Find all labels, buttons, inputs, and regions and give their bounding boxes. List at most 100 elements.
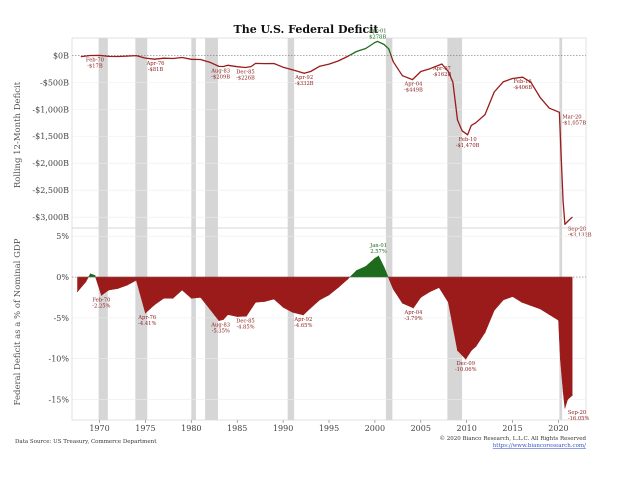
data-point xyxy=(273,63,275,65)
data-point xyxy=(227,314,229,316)
annotation-date: Apr-04 xyxy=(403,310,423,316)
y-tick-label-bottom: -10% xyxy=(49,355,70,364)
data-point xyxy=(558,319,559,321)
deficit-line-segment xyxy=(390,55,573,225)
deficit-area-segment xyxy=(387,276,573,409)
annotation-value: -4.65% xyxy=(294,323,312,329)
annotation-date: Apr-76 xyxy=(146,61,165,67)
x-tick-label: 1985 xyxy=(227,424,247,433)
recession-band-1 xyxy=(135,228,148,420)
data-point xyxy=(108,55,110,57)
annotation-date: Jan-01 xyxy=(369,243,387,249)
data-point xyxy=(429,291,431,293)
annotation-date: Aug-83 xyxy=(210,323,230,329)
data-point xyxy=(564,407,566,409)
data-point xyxy=(530,305,532,307)
annotation-value: -$406B xyxy=(513,85,532,91)
data-point xyxy=(512,296,513,298)
recession-band-1 xyxy=(135,38,148,228)
data-point xyxy=(236,316,238,318)
x-tick-label: 1975 xyxy=(135,424,155,433)
data-point xyxy=(89,55,91,57)
data-point xyxy=(218,320,220,322)
data-point xyxy=(255,301,256,303)
annotation-date: Apr-01 xyxy=(368,28,387,34)
data-point xyxy=(209,308,211,310)
data-point xyxy=(378,255,379,257)
annotation-value: -3.79% xyxy=(404,316,422,322)
data-point xyxy=(89,273,91,275)
y-ticks-top: $0B -$500B -$1,000B -$1,500B -$2,000B -$2,500… xyxy=(32,51,69,222)
data-point xyxy=(154,304,156,306)
data-point xyxy=(346,55,348,57)
data-point xyxy=(420,297,422,298)
data-point xyxy=(222,66,224,67)
data-point xyxy=(80,56,82,58)
data-point xyxy=(413,307,414,309)
annotation-date: Feb-70 xyxy=(92,297,110,303)
annotation-date: Dec-85 xyxy=(236,319,255,325)
data-point xyxy=(457,350,458,351)
data-point xyxy=(484,332,486,333)
data-point xyxy=(77,291,78,293)
x-tick-label: 2000 xyxy=(365,424,385,433)
data-point xyxy=(438,287,440,289)
gridlines-top xyxy=(72,81,586,218)
data-point xyxy=(227,64,229,66)
x-tick-label: 2015 xyxy=(502,424,522,433)
recession-band-0 xyxy=(98,38,108,228)
data-point xyxy=(392,288,394,290)
data-point xyxy=(470,350,472,351)
data-point xyxy=(447,70,449,72)
annotation-value: -$226B xyxy=(236,75,255,81)
annotation-date: Apr-07 xyxy=(432,66,451,72)
y-tick-label-top: -$500B xyxy=(40,78,69,87)
data-point xyxy=(302,314,304,316)
copyright-note: © 2020 Bianco Research, L.L.C. All Right… xyxy=(439,435,586,442)
data-point xyxy=(452,81,454,83)
data-point xyxy=(564,223,566,225)
data-point xyxy=(273,298,275,300)
data-point xyxy=(190,58,192,60)
deficit-gdp-panel: 5% 0% -5% -10% -15% 1970 1975 1980 1985 1990 1995… xyxy=(13,227,589,433)
data-point xyxy=(163,57,165,59)
data-point xyxy=(99,54,101,56)
recession-band-2 xyxy=(191,228,196,420)
data-point xyxy=(558,111,560,113)
annotation-date: Sep-20 xyxy=(568,226,586,232)
data-point xyxy=(94,274,96,276)
data-point xyxy=(539,96,541,98)
annotation-value: -$209B xyxy=(211,75,230,81)
y-axis-label-top: Rolling 12-Month Deficit xyxy=(13,81,23,188)
data-point xyxy=(218,65,220,67)
data-point xyxy=(85,281,87,283)
annotation-value: 2.57% xyxy=(370,249,387,255)
data-point xyxy=(135,55,137,57)
data-point xyxy=(560,157,562,159)
data-point xyxy=(567,221,569,223)
data-point xyxy=(209,61,211,63)
data-point xyxy=(402,302,403,304)
data-point xyxy=(181,289,183,291)
data-point xyxy=(282,66,284,68)
annotation-value: -10.06% xyxy=(455,367,477,373)
data-point xyxy=(163,297,165,299)
data-point xyxy=(135,279,137,281)
data-point xyxy=(328,63,330,65)
x-tick-label: 2005 xyxy=(411,424,431,433)
annotation-date: Feb-10 xyxy=(459,137,477,143)
y-tick-label-bottom: -15% xyxy=(49,396,70,405)
y-tick-label-bottom: 0% xyxy=(56,273,69,282)
website-link[interactable]: https://www.biancoresearch.com/ xyxy=(493,443,586,449)
x-ticks: 1970 1975 1980 1985 1990 1995 2000 2005 2010 2015… xyxy=(89,420,569,433)
annotation-value: -$332B xyxy=(295,81,314,87)
data-point xyxy=(461,130,463,132)
data-point xyxy=(356,270,357,271)
data-point xyxy=(383,43,385,45)
data-point xyxy=(223,319,224,320)
data-point xyxy=(401,75,403,77)
data-point xyxy=(475,122,477,124)
data-point xyxy=(441,63,443,65)
data-point xyxy=(310,70,312,72)
data-point xyxy=(571,395,573,396)
